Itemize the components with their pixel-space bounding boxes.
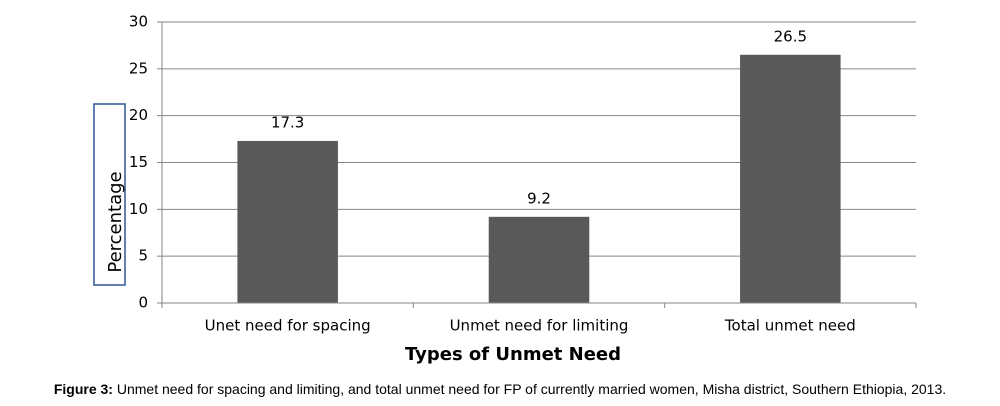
- value-label: 26.5: [774, 27, 807, 45]
- bar: [740, 54, 841, 304]
- y-tick-label: 25: [129, 59, 148, 77]
- y-tick-label: 30: [129, 13, 148, 31]
- bar: [488, 216, 590, 303]
- bar: [237, 140, 338, 303]
- y-tick-label: 5: [138, 247, 148, 265]
- x-tick-label: Total unmet need: [724, 317, 856, 335]
- y-tick-label: 10: [129, 200, 148, 218]
- caption-text: Unmet need for spacing and limiting, and…: [117, 381, 946, 397]
- y-label-box: [93, 103, 126, 286]
- caption: Figure 3: Unmet need for spacing and lim…: [54, 381, 946, 397]
- y-tick-label: 15: [129, 153, 148, 171]
- x-tick-label: Unet need for spacing: [205, 317, 371, 335]
- y-tick-label: 0: [138, 294, 148, 312]
- x-tick-label: Unmet need for limiting: [450, 317, 629, 335]
- y-tick-label: 20: [129, 106, 148, 124]
- value-label: 9.2: [527, 189, 551, 207]
- value-label: 17.3: [271, 113, 304, 131]
- y-axis-title: Percentage: [105, 171, 126, 272]
- x-axis-title: Types of Unmet Need: [405, 344, 621, 365]
- caption-label: Figure 3:: [54, 381, 113, 397]
